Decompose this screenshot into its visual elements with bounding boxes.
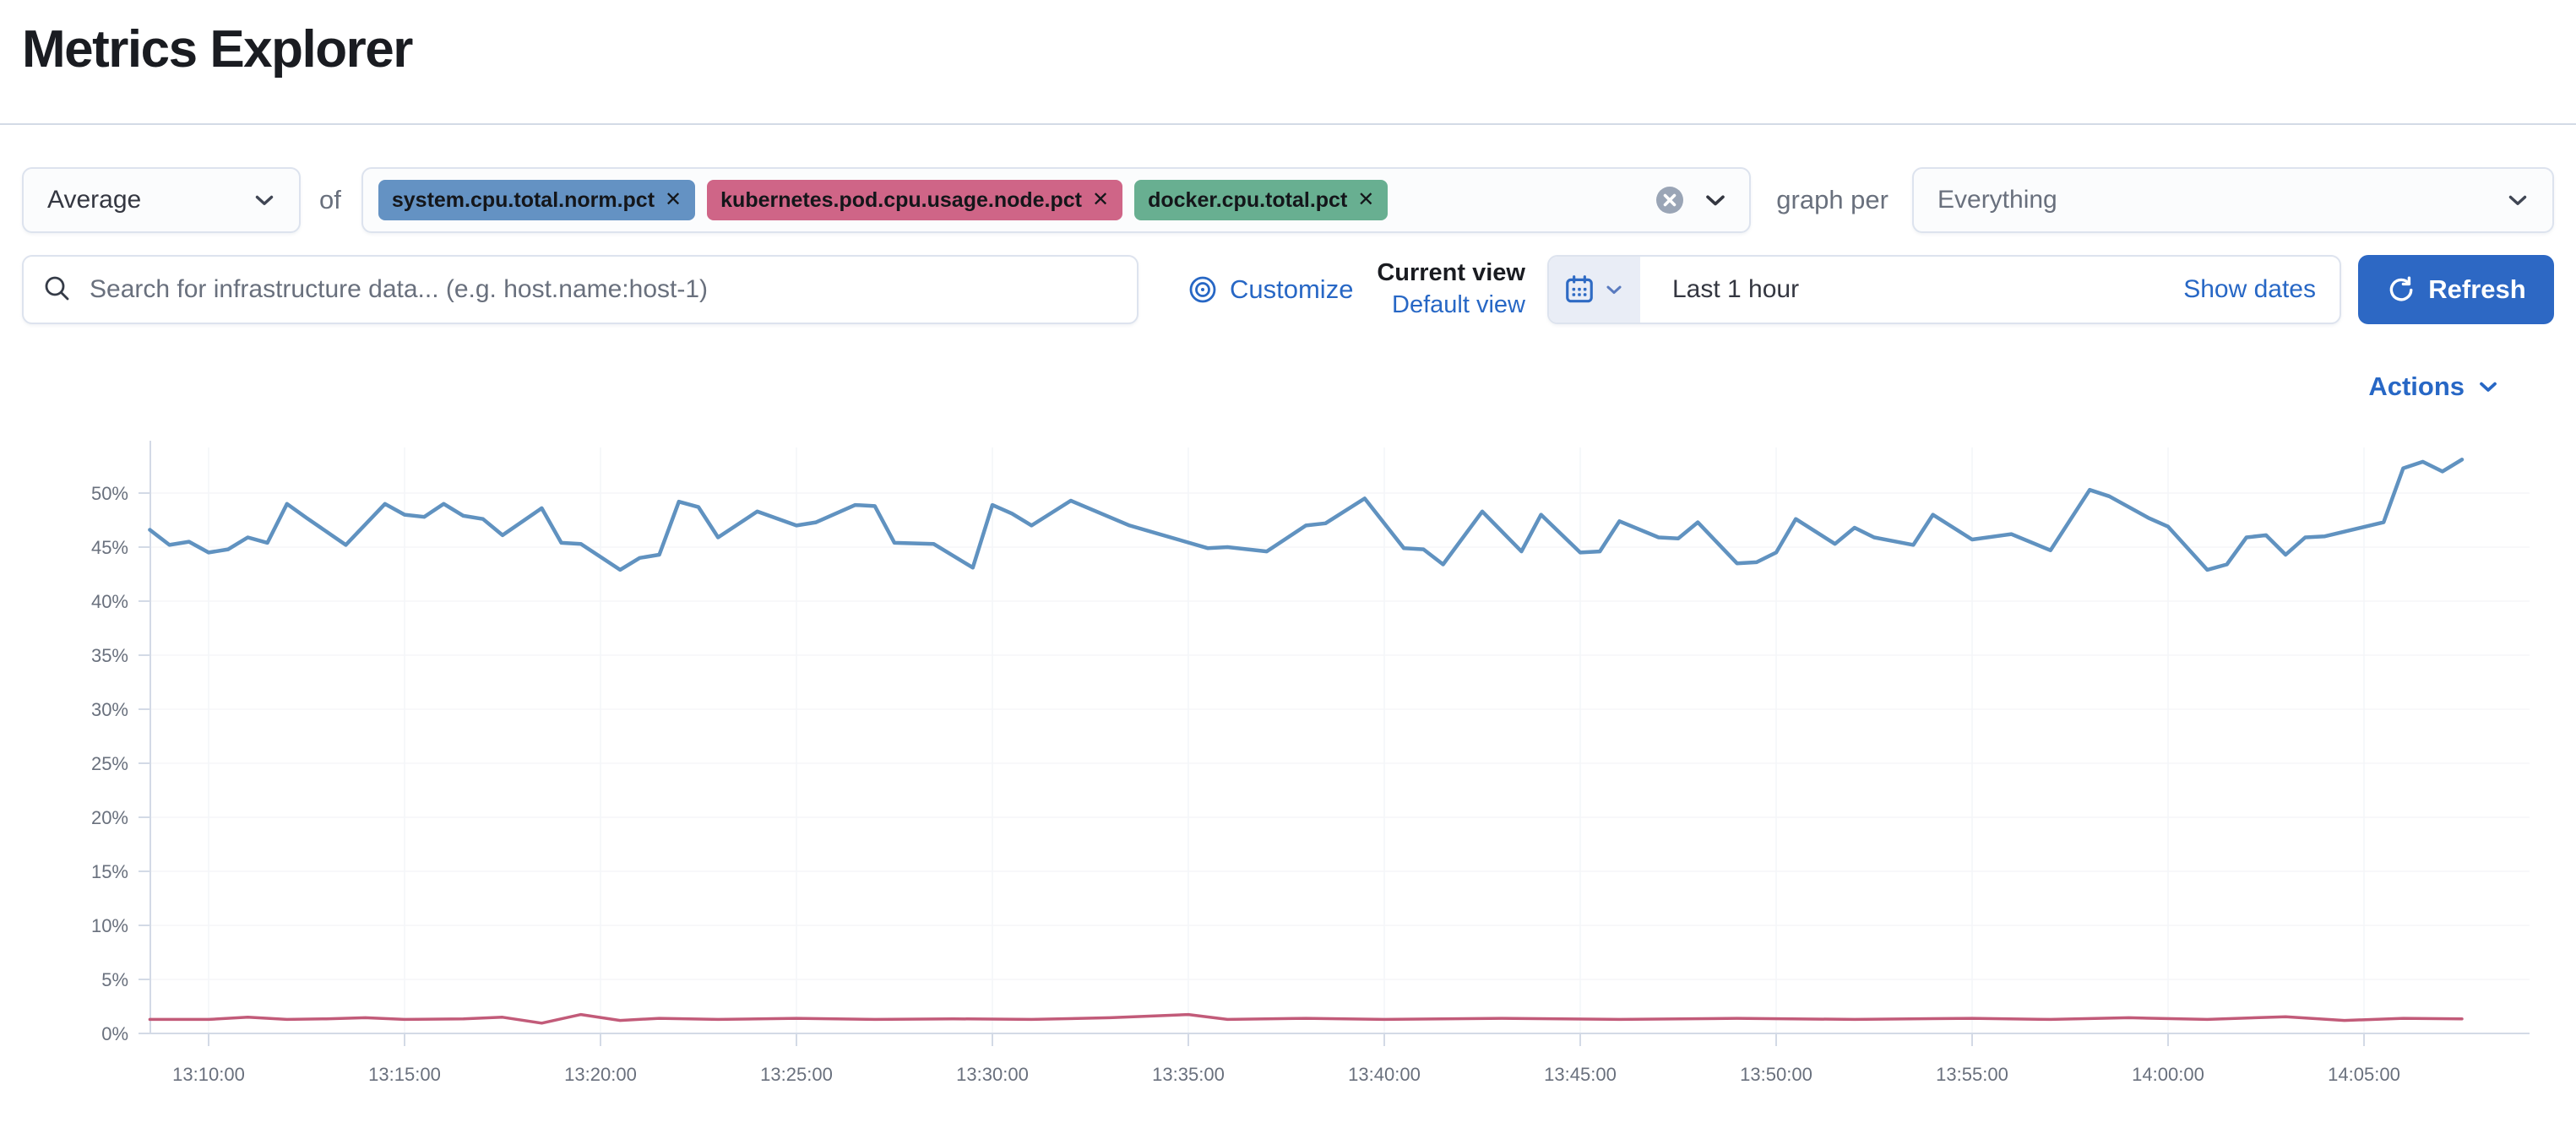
actions-menu-button[interactable]: Actions [2368,371,2502,402]
series-kubernetes.pod.cpu.usage.node.pct [148,1012,2464,1025]
svg-text:13:15:00: 13:15:00 [368,1064,441,1085]
metric-tag-label: kubernetes.pod.cpu.usage.node.pct [720,187,1082,212]
bullseye-icon [1189,276,1216,303]
svg-text:25%: 25% [91,753,128,774]
svg-text:13:35:00: 13:35:00 [1152,1064,1225,1085]
svg-text:50%: 50% [91,483,128,504]
time-range-value[interactable]: Last 1 hour [1672,275,1800,303]
metric-tags: system.cpu.total.norm.pct ✕ kubernetes.pod… [378,180,1389,220]
time-range-picker: Last 1 hour Show dates [1547,255,2341,324]
aggregation-value: Average [47,186,142,214]
svg-text:13:55:00: 13:55:00 [1936,1064,2008,1085]
series-system.cpu.total.norm.pct [148,458,2465,572]
svg-text:0%: 0% [101,1023,128,1044]
metric-tag-label: system.cpu.total.norm.pct [391,187,655,212]
svg-text:10%: 10% [91,915,128,936]
remove-metric-icon[interactable]: ✕ [665,188,682,211]
chevron-down-icon[interactable] [1700,185,1731,215]
svg-text:13:45:00: 13:45:00 [1544,1064,1617,1085]
of-label: of [319,185,341,214]
svg-text:14:05:00: 14:05:00 [2328,1064,2400,1085]
chevron-down-icon [255,195,274,205]
svg-text:15%: 15% [91,861,128,882]
metric-tag: system.cpu.total.norm.pct ✕ [378,180,696,220]
customize-button[interactable]: Customize [1187,274,1353,305]
svg-text:13:20:00: 13:20:00 [564,1064,637,1085]
header-divider [0,123,2576,125]
current-view-label: Current view [1377,259,1525,287]
view-picker: Current view Default view [1377,258,1525,321]
svg-text:14:00:00: 14:00:00 [2132,1064,2204,1085]
chevron-down-icon [2508,195,2527,205]
metrics-toolbar: Average of system.cpu.total.norm.pct ✕ kub… [22,167,2554,233]
chevron-down-icon [2480,382,2497,392]
group-by-select[interactable]: Everything [1912,167,2554,233]
quick-select-button[interactable] [1549,257,1640,323]
svg-text:13:25:00: 13:25:00 [760,1064,833,1085]
svg-text:40%: 40% [91,591,128,612]
show-dates-button[interactable]: Show dates [2183,275,2316,303]
metrics-chart[interactable]: 13:10:00 13:15:00 13:20:00 13:25:00 13:30:00… [0,410,2576,1096]
customize-label: Customize [1230,274,1354,304]
svg-text:13:40:00: 13:40:00 [1348,1064,1421,1085]
page-title: Metrics Explorer [22,20,413,79]
default-view-link[interactable]: Default view [1392,291,1525,318]
search-input[interactable] [88,274,1118,305]
svg-text:45%: 45% [91,537,128,558]
actions-label: Actions [2368,371,2465,401]
svg-text:35%: 35% [91,645,128,666]
metric-tag: kubernetes.pod.cpu.usage.node.pct ✕ [707,180,1123,220]
svg-text:13:10:00: 13:10:00 [172,1064,245,1085]
svg-text:13:30:00: 13:30:00 [956,1064,1029,1085]
aggregation-select[interactable]: Average [22,167,301,233]
calendar-icon [1566,275,1593,303]
metric-tag-label: docker.cpu.total.pct [1148,187,1348,212]
chart-toolbar: Actions [0,371,2502,402]
svg-text:20%: 20% [91,807,128,828]
refresh-icon [2389,276,2413,301]
chevron-down-icon [1606,285,1622,295]
remove-metric-icon[interactable]: ✕ [1357,188,1375,211]
search-icon [45,276,69,301]
svg-text:30%: 30% [91,699,128,720]
group-by-value: Everything [1937,186,2057,214]
metric-tag: docker.cpu.total.pct ✕ [1134,180,1389,220]
metrics-combobox[interactable]: system.cpu.total.norm.pct ✕ kubernetes.pod… [361,167,1752,233]
graph-per-label: graph per [1776,185,1889,214]
search-field[interactable] [22,255,1139,324]
refresh-label: Refresh [2428,274,2526,304]
remove-metric-icon[interactable]: ✕ [1092,188,1110,211]
clear-all-icon[interactable] [1655,185,1685,215]
svg-text:13:50:00: 13:50:00 [1740,1064,1812,1085]
chart-panel: 13:10:00 13:15:00 13:20:00 13:25:00 13:30:00… [0,410,2576,1096]
filter-bar: Customize Current view Default view Last… [22,255,2554,324]
svg-text:5%: 5% [101,969,128,990]
refresh-button[interactable]: Refresh [2358,255,2554,324]
